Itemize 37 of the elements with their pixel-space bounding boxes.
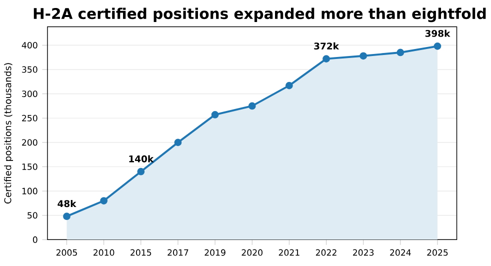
- point: [100, 196, 108, 204]
- data-label: 398k: [425, 30, 450, 37]
- y-axis-title: Certified positions (thousands): [4, 62, 14, 204]
- chart-title: H-2A certified positions expanded more than eightfold: [34, 8, 486, 22]
- point: [137, 168, 145, 176]
- x-tick-label: 2024: [390, 249, 411, 256]
- x-tick-label: 2010: [94, 249, 114, 256]
- y-tick-label: 200: [22, 138, 38, 146]
- point: [360, 52, 368, 60]
- x-tick-label: 2005: [56, 249, 77, 256]
- y-tick-label: 400: [22, 42, 38, 48]
- point: [286, 82, 293, 90]
- point: [396, 48, 404, 56]
- point: [322, 54, 330, 62]
- data-label: 48k: [58, 200, 76, 207]
- point: [63, 212, 70, 220]
- y-tick-label: 350: [22, 66, 38, 73]
- data-label: 140k: [129, 155, 154, 162]
- x-tick-label: 2020: [242, 249, 262, 256]
- x-tick-label: 2019: [204, 249, 226, 256]
- point: [211, 110, 219, 118]
- point: [434, 42, 442, 50]
- y-tick-label: 300: [22, 90, 38, 97]
- y-tick-label: 100: [22, 188, 38, 194]
- y-tick-label: 50: [28, 212, 38, 218]
- data-label: 372k: [314, 42, 340, 50]
- y-tick-label: 250: [22, 114, 38, 122]
- x-tick-label: 2021: [278, 249, 300, 256]
- x-tick-label: 2015: [130, 249, 152, 256]
- point: [174, 138, 182, 146]
- point: [248, 102, 256, 110]
- x-tick-label: 2017: [168, 249, 188, 256]
- y-tick-label: 0: [32, 236, 38, 243]
- y-tick-label: 150: [22, 163, 38, 170]
- x-tick-label: 2023: [353, 249, 374, 256]
- x-tick-label: 2025: [427, 249, 448, 256]
- x-tick-label: 2022: [316, 249, 336, 256]
